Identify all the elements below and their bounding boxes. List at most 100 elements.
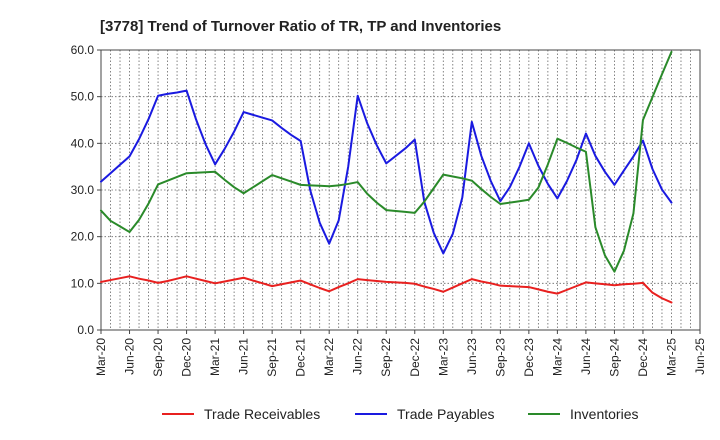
- chart-title: [3778] Trend of Turnover Ratio of TR, TP…: [100, 18, 501, 35]
- data-point: [481, 155, 483, 157]
- data-point: [319, 287, 321, 289]
- data-point: [671, 302, 673, 304]
- data-point: [119, 226, 121, 228]
- data-point: [110, 279, 112, 281]
- data-point: [642, 140, 644, 142]
- plot-frame: [100, 49, 701, 331]
- data-point: [224, 281, 226, 283]
- data-point: [623, 283, 625, 285]
- series-lines: [100, 50, 673, 304]
- data-point: [376, 202, 378, 204]
- x-tick-label: Mar-24: [550, 338, 564, 376]
- data-point: [138, 138, 140, 140]
- data-point: [395, 282, 397, 284]
- series-line-0: [100, 275, 673, 304]
- data-point: [290, 181, 292, 183]
- data-point: [138, 219, 140, 221]
- data-point: [186, 90, 188, 92]
- data-point: [566, 180, 568, 182]
- y-tick-label: 60.0: [71, 43, 95, 57]
- data-point: [233, 186, 235, 188]
- data-point: [347, 183, 349, 185]
- data-point: [281, 178, 283, 180]
- data-point: [414, 139, 416, 141]
- data-point: [547, 291, 549, 293]
- data-point: [167, 280, 169, 282]
- x-tick-label: Jun-25: [693, 338, 707, 375]
- legend: Trade Receivables Trade Payables Inventori…: [162, 406, 638, 422]
- data-point: [661, 297, 663, 299]
- data-point: [243, 277, 245, 279]
- data-point: [528, 199, 530, 201]
- x-tick-label: Mar-22: [322, 338, 336, 376]
- data-point: [129, 276, 131, 278]
- data-point: [442, 174, 444, 176]
- data-point: [509, 186, 511, 188]
- data-point: [623, 250, 625, 252]
- y-tick-label: 40.0: [71, 136, 95, 150]
- data-point: [366, 193, 368, 195]
- data-point: [157, 282, 159, 284]
- data-point: [585, 282, 587, 284]
- y-tick-label: 10.0: [71, 276, 95, 290]
- data-point: [490, 283, 492, 285]
- data-point: [195, 119, 197, 121]
- data-point: [423, 286, 425, 288]
- x-tick-label: Sep-23: [493, 338, 507, 377]
- data-point: [547, 183, 549, 185]
- data-point: [547, 164, 549, 166]
- data-point: [500, 203, 502, 205]
- data-point: [452, 176, 454, 178]
- x-tick-label: Dec-22: [408, 338, 422, 377]
- data-point: [661, 189, 663, 191]
- data-point: [661, 73, 663, 75]
- data-point: [262, 180, 264, 182]
- data-point: [614, 271, 616, 273]
- axes: 0.0 10.0 20.0 30.0 40.0 50.0 60.0 Mar-20 Jun-20 S…: [71, 43, 707, 377]
- data-point: [604, 255, 606, 257]
- data-point: [376, 144, 378, 146]
- data-point: [576, 147, 578, 149]
- x-tick-label: Jun-24: [579, 338, 593, 375]
- data-point: [100, 281, 102, 283]
- data-point: [243, 111, 245, 113]
- x-tick-label: Sep-22: [379, 338, 393, 377]
- x-tick-label: Dec-20: [180, 338, 194, 377]
- data-point: [338, 185, 340, 187]
- data-point: [100, 210, 102, 212]
- data-point: [376, 280, 378, 282]
- data-point: [490, 196, 492, 198]
- data-point: [271, 285, 273, 287]
- data-point: [252, 114, 254, 116]
- data-point: [148, 280, 150, 282]
- data-point: [509, 202, 511, 204]
- data-point: [557, 198, 559, 200]
- data-point: [290, 134, 292, 136]
- data-point: [566, 289, 568, 291]
- data-point: [233, 279, 235, 281]
- legend-label: Trade Payables: [397, 406, 495, 422]
- x-tick-label: Mar-23: [436, 338, 450, 376]
- x-tick-label: Jun-20: [123, 338, 137, 375]
- x-tick-label: Jun-21: [237, 338, 251, 375]
- data-point: [414, 212, 416, 214]
- data-point: [129, 156, 131, 158]
- data-point: [347, 166, 349, 168]
- x-tick-label: Sep-20: [151, 338, 165, 377]
- data-point: [309, 185, 311, 187]
- data-point: [528, 143, 530, 145]
- data-point: [404, 211, 406, 213]
- data-point: [157, 95, 159, 97]
- x-tick-label: Mar-20: [94, 338, 108, 376]
- data-point: [604, 171, 606, 173]
- x-tick-label: Dec-21: [294, 338, 308, 377]
- data-point: [557, 293, 559, 295]
- data-point: [481, 188, 483, 190]
- series-line-2: [100, 50, 673, 273]
- data-point: [262, 283, 264, 285]
- data-point: [442, 253, 444, 255]
- data-point: [167, 93, 169, 95]
- data-point: [186, 276, 188, 278]
- data-point: [566, 142, 568, 144]
